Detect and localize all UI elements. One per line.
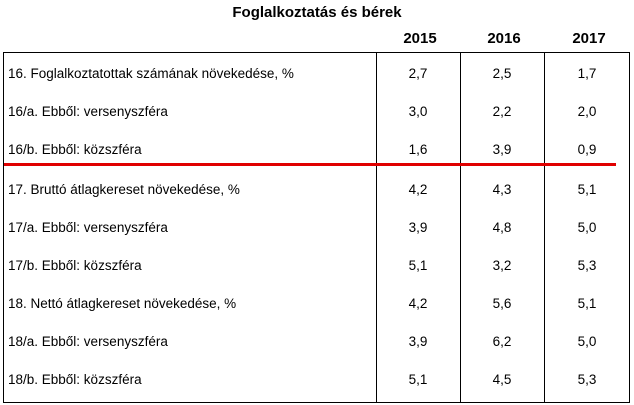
cell-2015: 2,7 bbox=[408, 66, 428, 81]
cell-2016: 3,2 bbox=[492, 258, 512, 273]
cell-2017: 2,0 bbox=[577, 104, 597, 119]
table-title: Foglalkoztatás és bérek bbox=[232, 4, 402, 21]
row-label: 17/a. Ebből: versenyszféra bbox=[8, 220, 168, 235]
cell-2015: 3,9 bbox=[408, 220, 428, 235]
highlight-divider-line bbox=[4, 163, 616, 166]
cell-2017: 5,1 bbox=[577, 182, 597, 197]
row-label: 17. Bruttó átlagkereset növekedése, % bbox=[8, 182, 240, 197]
table-row: 18/a. Ebből: versenyszféra 3,9 6,2 5,0 bbox=[4, 323, 629, 361]
row-label: 18. Nettó átlagkereset növekedése, % bbox=[8, 296, 237, 311]
row-label: 16/b. Ebből: közszféra bbox=[8, 142, 142, 157]
table-row: 17/b. Ebből: közszféra 5,1 3,2 5,3 bbox=[4, 247, 629, 285]
cell-2015: 5,1 bbox=[408, 372, 428, 387]
column-divider bbox=[376, 53, 377, 402]
cell-2016: 5,6 bbox=[492, 296, 512, 311]
table-row: 17/a. Ebből: versenyszféra 3,9 4,8 5,0 bbox=[4, 209, 629, 247]
column-header-2016: 2016 bbox=[487, 30, 521, 47]
column-header-2015: 2015 bbox=[403, 30, 437, 47]
cell-2016: 4,3 bbox=[492, 182, 512, 197]
cell-2017: 0,9 bbox=[577, 142, 597, 157]
table-row: 16/b. Ebből: közszféra 1,6 3,9 0,9 bbox=[4, 131, 629, 169]
column-header-2017: 2017 bbox=[572, 30, 606, 47]
table-row: 18. Nettó átlagkereset növekedése, % 4,2… bbox=[4, 285, 629, 323]
table-row: 17. Bruttó átlagkereset növekedése, % 4,… bbox=[4, 171, 629, 209]
cell-2016: 3,9 bbox=[492, 142, 512, 157]
row-label: 18/b. Ebből: közszféra bbox=[8, 372, 142, 387]
cell-2017: 5,3 bbox=[577, 372, 597, 387]
cell-2015: 5,1 bbox=[408, 258, 428, 273]
row-label: 16/a. Ebből: versenyszféra bbox=[8, 104, 168, 119]
cell-2017: 5,1 bbox=[577, 296, 597, 311]
row-label: 16. Foglalkoztatottak számának növekedés… bbox=[8, 66, 294, 81]
cell-2015: 1,6 bbox=[408, 142, 428, 157]
cell-2015: 4,2 bbox=[408, 296, 428, 311]
table-row: 18/b. Ebből: közszféra 5,1 4,5 5,3 bbox=[4, 361, 629, 399]
column-divider bbox=[544, 53, 545, 402]
cell-2017: 1,7 bbox=[577, 66, 597, 81]
cell-2017: 5,0 bbox=[577, 334, 597, 349]
table-row: 16/a. Ebből: versenyszféra 3,0 2,2 2,0 bbox=[4, 93, 629, 131]
cell-2016: 2,2 bbox=[492, 104, 512, 119]
column-divider bbox=[460, 53, 461, 402]
cell-2015: 4,2 bbox=[408, 182, 428, 197]
cell-2016: 2,5 bbox=[492, 66, 512, 81]
row-label: 18/a. Ebből: versenyszféra bbox=[8, 334, 168, 349]
data-table: 16. Foglalkoztatottak számának növekedés… bbox=[3, 52, 630, 403]
cell-2017: 5,0 bbox=[577, 220, 597, 235]
cell-2015: 3,9 bbox=[408, 334, 428, 349]
cell-2015: 3,0 bbox=[408, 104, 428, 119]
cell-2017: 5,3 bbox=[577, 258, 597, 273]
cell-2016: 4,5 bbox=[492, 372, 512, 387]
cell-2016: 6,2 bbox=[492, 334, 512, 349]
table-row: 16. Foglalkoztatottak számának növekedés… bbox=[4, 55, 629, 93]
row-label: 17/b. Ebből: közszféra bbox=[8, 258, 142, 273]
cell-2016: 4,8 bbox=[492, 220, 512, 235]
